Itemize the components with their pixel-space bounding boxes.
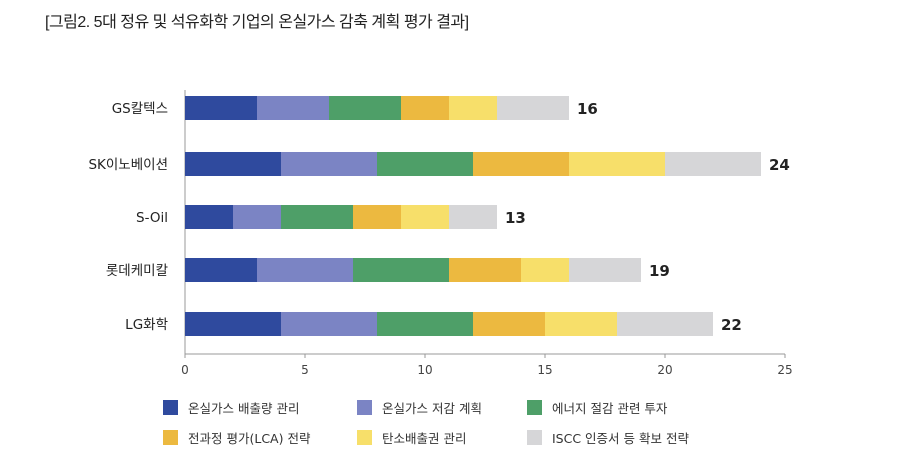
category-label: LG화학 <box>125 317 168 333</box>
legend-item: 온실가스 저감 계획 <box>357 398 482 417</box>
legend-label: ISCC 인증서 등 확보 전략 <box>552 431 689 446</box>
bar-segment <box>449 96 497 120</box>
legend-label: 에너지 절감 관련 투자 <box>552 401 668 416</box>
category-label: S-Oil <box>136 210 168 226</box>
bar-segment <box>353 205 401 229</box>
legend-swatch <box>357 400 372 415</box>
bar-segment <box>185 205 233 229</box>
bar-segment <box>353 258 449 282</box>
bar-segment <box>377 312 473 336</box>
legend-swatch <box>527 400 542 415</box>
bar-segment <box>521 258 569 282</box>
bar-segment <box>545 312 617 336</box>
bar-segment <box>185 152 281 176</box>
legend-label: 전과정 평가(LCA) 전략 <box>188 431 311 446</box>
bar-segment <box>473 152 569 176</box>
x-tick-label: 10 <box>417 363 432 377</box>
legend-label: 온실가스 저감 계획 <box>382 401 482 416</box>
legend-swatch <box>163 430 178 445</box>
x-tick-label: 20 <box>657 363 672 377</box>
bar-segment <box>569 152 665 176</box>
bar-segment <box>281 312 377 336</box>
legend-swatch <box>163 400 178 415</box>
legend-swatch <box>357 430 372 445</box>
x-tick-label: 0 <box>181 363 189 377</box>
x-tick-label: 25 <box>777 363 792 377</box>
bar-segment <box>329 96 401 120</box>
bar-segment <box>449 205 497 229</box>
bar-segment <box>497 96 569 120</box>
total-label: 19 <box>649 262 670 280</box>
total-label: 13 <box>505 209 526 227</box>
bar-segment <box>281 205 353 229</box>
legend-label: 탄소배출권 관리 <box>382 431 467 446</box>
total-label: 22 <box>721 316 742 334</box>
bar-segment <box>377 152 473 176</box>
category-label: GS칼텍스 <box>112 101 168 117</box>
bar-segment <box>449 258 521 282</box>
legend-label: 온실가스 배출량 관리 <box>188 401 300 416</box>
bar-segment <box>185 312 281 336</box>
bar-segment <box>185 258 257 282</box>
bar-segment <box>473 312 545 336</box>
category-label: 롯데케미칼 <box>106 263 168 279</box>
legend-item: 온실가스 배출량 관리 <box>163 398 299 417</box>
chart-title: [그림2. 5대 정유 및 석유화학 기업의 온실가스 감축 계획 평가 결과] <box>45 14 469 31</box>
bar-segment <box>665 152 761 176</box>
total-label: 24 <box>769 156 790 174</box>
bar-segment <box>257 96 329 120</box>
bar-segment <box>401 205 449 229</box>
legend-item: ISCC 인증서 등 확보 전략 <box>527 428 689 447</box>
legend-item: 탄소배출권 관리 <box>357 428 466 447</box>
legend-item: 에너지 절감 관련 투자 <box>527 398 667 417</box>
bar-segment <box>281 152 377 176</box>
bar-segment <box>257 258 353 282</box>
total-label: 16 <box>577 100 598 118</box>
legend-item: 전과정 평가(LCA) 전략 <box>163 428 310 447</box>
bar-segment <box>617 312 713 336</box>
bar-segment <box>185 96 257 120</box>
bar-segment <box>233 205 281 229</box>
bar-segment <box>401 96 449 120</box>
legend-swatch <box>527 430 542 445</box>
x-tick-label: 5 <box>301 363 309 377</box>
category-label: SK이노베이션 <box>88 157 168 173</box>
x-tick-label: 15 <box>537 363 552 377</box>
bar-segment <box>569 258 641 282</box>
